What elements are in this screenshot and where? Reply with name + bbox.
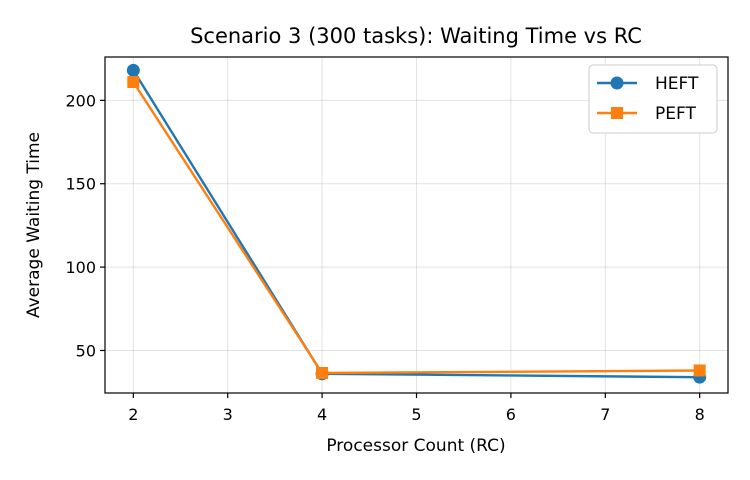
x-tick-label: 7 — [600, 405, 610, 424]
x-tick-label: 3 — [223, 405, 233, 424]
legend-marker-peft — [611, 107, 623, 119]
legend: HEFT PEFT — [588, 64, 718, 134]
y-tick-label: 50 — [76, 341, 96, 360]
data-point-peft — [693, 364, 706, 377]
legend-item-peft: PEFT — [597, 104, 696, 124]
series-peft — [127, 76, 706, 379]
plot-series — [126, 63, 707, 384]
data-point-peft — [316, 366, 329, 379]
legend-label-peft: PEFT — [655, 104, 696, 124]
x-tick-label: 5 — [411, 405, 421, 424]
x-axis-title: Processor Count (RC) — [326, 436, 505, 456]
x-tick-label: 2 — [128, 405, 138, 424]
legend-item-heft: HEFT — [597, 74, 699, 94]
x-axis-ticks: 2 3 4 5 6 7 8 — [128, 393, 705, 424]
data-point-peft — [127, 76, 140, 89]
legend-marker-heft — [610, 76, 624, 90]
legend-label-heft: HEFT — [655, 74, 699, 94]
y-axis-ticks: 50 100 150 200 — [65, 91, 105, 360]
y-tick-label: 150 — [65, 175, 96, 194]
x-tick-label: 8 — [695, 405, 705, 424]
y-tick-label: 100 — [65, 258, 96, 277]
x-tick-label: 4 — [317, 405, 327, 424]
chart-title: Scenario 3 (300 tasks): Waiting Time vs … — [190, 24, 642, 48]
x-tick-label: 6 — [506, 405, 516, 424]
data-point-heft — [126, 63, 140, 77]
y-tick-label: 200 — [65, 91, 96, 110]
y-axis-title: Average Waiting Time — [24, 132, 44, 318]
